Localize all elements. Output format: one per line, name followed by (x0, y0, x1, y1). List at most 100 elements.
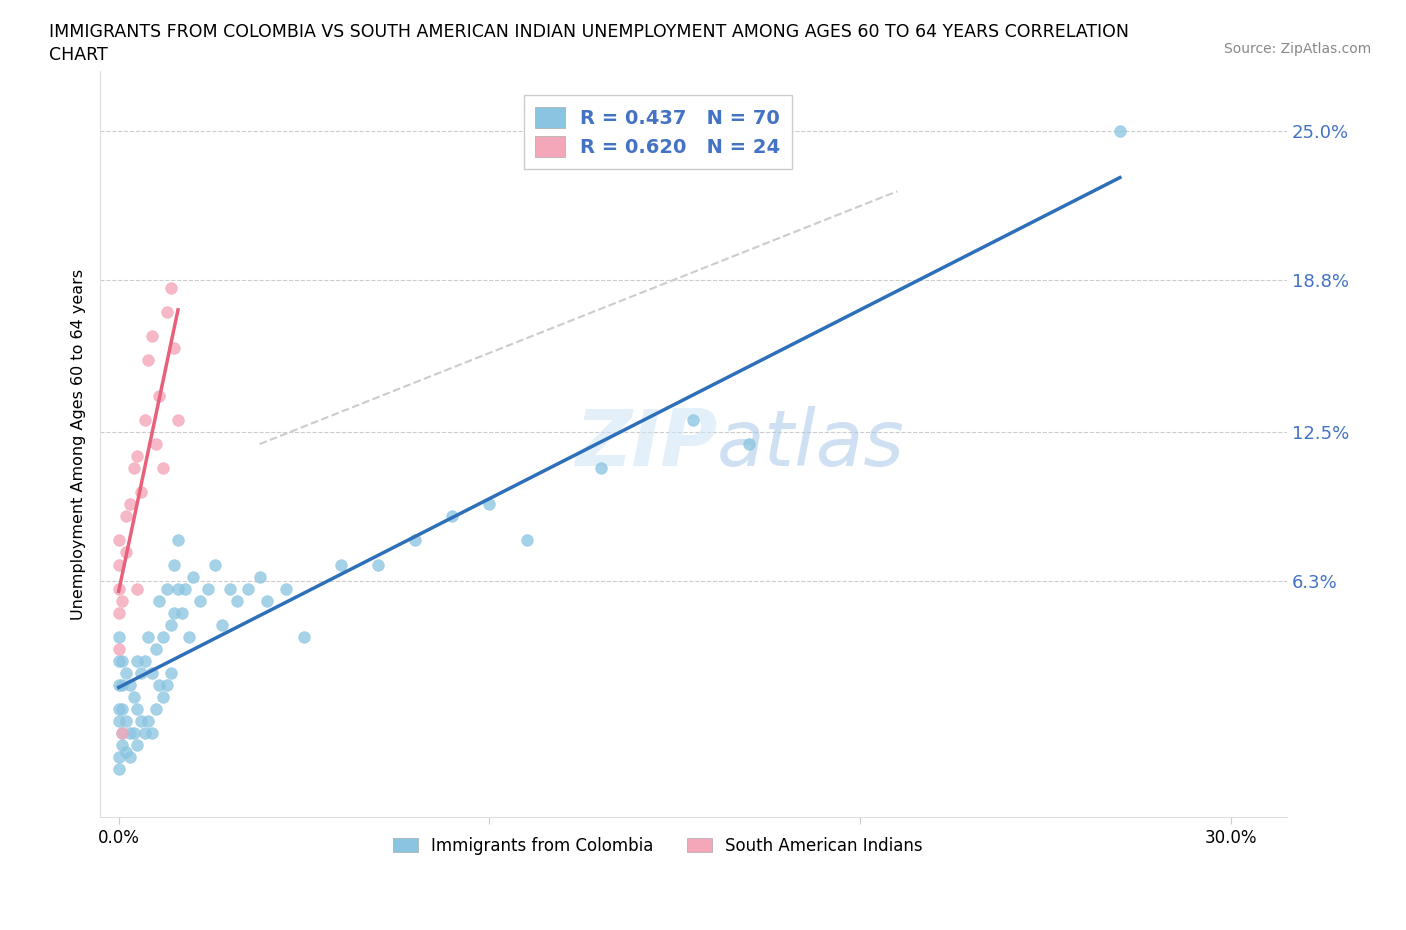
Point (111, 593, 134, 608)
Point (107, 630, 129, 644)
Point (256, 593, 278, 608)
Point (226, 593, 249, 608)
Point (134, 654, 156, 669)
Point (167, 581, 190, 596)
Legend: Immigrants from Colombia, South American Indians: Immigrants from Colombia, South American… (387, 830, 929, 861)
Point (129, 666, 152, 681)
Point (122, 460, 145, 475)
Point (159, 280, 181, 295)
Point (111, 725, 134, 740)
Point (111, 737, 134, 752)
Point (441, 509, 464, 524)
Point (107, 701, 129, 716)
Point (211, 618, 233, 632)
Point (238, 581, 260, 596)
Text: Source: ZipAtlas.com: Source: ZipAtlas.com (1223, 42, 1371, 56)
Point (163, 557, 186, 572)
Point (118, 725, 141, 740)
Point (111, 725, 134, 740)
Point (404, 533, 426, 548)
Point (127, 654, 149, 669)
Point (107, 713, 129, 728)
Point (122, 689, 145, 704)
Point (118, 750, 141, 764)
Point (174, 581, 197, 596)
Point (107, 654, 129, 669)
Point (204, 557, 226, 572)
Point (170, 605, 193, 620)
Point (107, 581, 129, 596)
Point (134, 725, 156, 740)
Point (107, 557, 129, 572)
Point (115, 509, 138, 524)
Point (148, 677, 170, 692)
Point (589, 460, 612, 475)
Y-axis label: Unemployment Among Ages 60 to 64 years: Unemployment Among Ages 60 to 64 years (72, 269, 86, 619)
Point (163, 605, 186, 620)
Point (159, 618, 181, 632)
Point (738, 437, 761, 452)
Point (330, 557, 353, 572)
Point (152, 630, 174, 644)
Point (516, 533, 538, 548)
Point (107, 533, 129, 548)
Point (156, 304, 179, 319)
Point (138, 630, 160, 644)
Point (129, 713, 152, 728)
Point (367, 557, 389, 572)
Point (274, 581, 297, 596)
Point (118, 497, 141, 512)
Point (129, 485, 152, 499)
Point (148, 593, 170, 608)
Point (115, 713, 138, 728)
Point (188, 593, 211, 608)
Point (478, 497, 501, 512)
Point (111, 677, 134, 692)
Point (111, 701, 134, 716)
Point (179, 630, 201, 644)
Point (167, 413, 190, 428)
Point (682, 413, 704, 428)
Point (1108, 124, 1130, 139)
Point (134, 413, 156, 428)
Text: IMMIGRANTS FROM COLOMBIA VS SOUTH AMERICAN INDIAN UNEMPLOYMENT AMONG AGES 60 TO : IMMIGRANTS FROM COLOMBIA VS SOUTH AMERIC… (49, 23, 1129, 41)
Point (138, 713, 160, 728)
Point (141, 328, 163, 343)
Point (127, 701, 149, 716)
Text: atlas: atlas (717, 406, 905, 482)
Point (145, 437, 167, 452)
Point (141, 666, 163, 681)
Point (127, 737, 149, 752)
Point (107, 750, 129, 764)
Point (159, 666, 181, 681)
Point (111, 654, 134, 669)
Point (107, 605, 129, 620)
Point (156, 677, 179, 692)
Point (163, 340, 186, 355)
Point (219, 581, 242, 596)
Point (107, 642, 129, 657)
Point (138, 352, 160, 367)
Point (197, 581, 219, 596)
Point (141, 725, 163, 740)
Point (152, 689, 174, 704)
Point (127, 581, 149, 596)
Point (118, 677, 141, 692)
Point (115, 666, 138, 681)
Point (292, 630, 315, 644)
Point (152, 460, 174, 475)
Point (107, 677, 129, 692)
Point (127, 448, 149, 463)
Point (145, 701, 167, 716)
Point (167, 533, 190, 548)
Point (115, 745, 138, 760)
Point (145, 642, 167, 657)
Point (148, 389, 170, 404)
Point (249, 569, 271, 584)
Point (107, 762, 129, 777)
Point (181, 569, 204, 584)
Point (122, 725, 145, 740)
Text: ZIP: ZIP (575, 406, 717, 482)
Point (156, 581, 179, 596)
Point (115, 545, 138, 560)
